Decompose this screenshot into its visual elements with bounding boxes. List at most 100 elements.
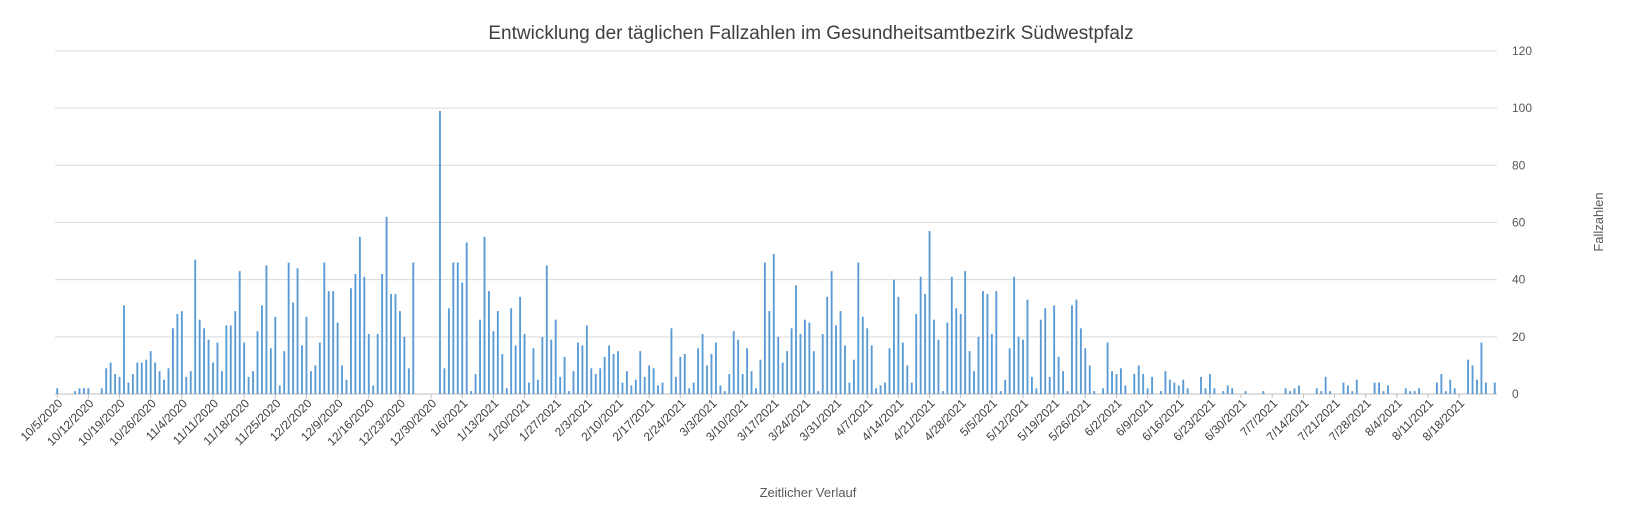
bar: [1177, 385, 1180, 394]
bar: [523, 333, 526, 394]
bar: [1030, 376, 1033, 394]
bar: [341, 365, 343, 394]
bar: [1079, 328, 1082, 394]
bar: [314, 365, 317, 394]
bar: [345, 379, 348, 394]
bar: [870, 345, 873, 394]
bar: [924, 293, 927, 394]
bar: [87, 388, 90, 394]
bar: [265, 265, 268, 395]
bar: [955, 308, 958, 394]
bar: [127, 382, 130, 394]
bar: [848, 382, 851, 394]
bar: [964, 271, 967, 394]
bar: [852, 359, 855, 394]
bar: [844, 345, 846, 394]
bar: [367, 333, 370, 394]
bar: [621, 382, 624, 394]
bar: [719, 385, 722, 394]
bar: [1026, 299, 1029, 394]
bar: [1355, 379, 1358, 394]
gridlines: [55, 50, 1497, 395]
bar: [999, 391, 1002, 394]
bar: [1453, 388, 1456, 394]
bar: [590, 368, 593, 394]
chart-title: Entwicklung der täglichen Fallzahlen im …: [488, 23, 1133, 44]
bar: [439, 111, 441, 394]
bar: [1119, 368, 1122, 394]
bar: [1168, 379, 1171, 394]
bar: [826, 296, 829, 394]
bar: [679, 356, 682, 394]
bar: [145, 359, 148, 394]
bar: [706, 365, 708, 394]
bar: [176, 313, 179, 394]
bar: [634, 379, 637, 394]
bar: [492, 331, 495, 394]
bar: [959, 313, 962, 394]
bar: [327, 291, 330, 394]
bar: [136, 362, 139, 394]
y-tick-label: 120: [1512, 44, 1532, 58]
bar: [732, 331, 735, 394]
bar: [1035, 388, 1038, 394]
bar: [82, 388, 85, 394]
bar: [528, 382, 530, 394]
bar: [536, 379, 539, 394]
bar: [292, 302, 295, 394]
bar: [385, 216, 388, 394]
bar: [225, 325, 228, 394]
bar: [1471, 365, 1474, 394]
bar: [1418, 388, 1421, 394]
bar: [1476, 379, 1478, 394]
bar: [786, 351, 789, 395]
bar: [897, 296, 900, 394]
bar: [906, 365, 909, 394]
bar: [336, 322, 339, 394]
bar: [456, 262, 459, 394]
bar: [318, 342, 321, 394]
bar: [1013, 276, 1016, 394]
bar: [817, 391, 820, 394]
bar: [946, 322, 949, 394]
y-tick-label: 100: [1512, 101, 1532, 115]
bar: [723, 391, 726, 394]
bar: [977, 336, 980, 394]
bar: [488, 291, 490, 394]
bar: [1480, 342, 1483, 394]
bar: [1084, 348, 1087, 394]
bar: [1093, 391, 1096, 394]
bar: [657, 385, 659, 394]
bar: [919, 276, 922, 394]
bar: [915, 313, 918, 394]
bar: [808, 322, 811, 394]
bar: [514, 345, 517, 394]
bar: [1244, 391, 1247, 394]
bar: [1106, 342, 1109, 394]
bar: [332, 291, 335, 394]
bar: [795, 285, 797, 394]
bar: [755, 388, 757, 394]
y-axis-ticks: 0 20 40 60 80 100 120: [1512, 44, 1532, 401]
bar: [229, 325, 232, 394]
bar: [194, 259, 197, 394]
bar: [759, 359, 762, 394]
bar: [652, 368, 655, 394]
bar: [363, 276, 366, 394]
bar: [287, 262, 290, 394]
bar: [496, 311, 499, 394]
bar: [172, 328, 174, 394]
bar: [376, 333, 379, 394]
bar: [661, 382, 664, 394]
bar: [688, 388, 691, 394]
bar: [617, 351, 619, 395]
bar: [274, 316, 277, 394]
bar: [1137, 365, 1140, 394]
bar: [1173, 382, 1176, 394]
bar: [238, 271, 241, 394]
bar: [1151, 376, 1154, 394]
bar: [234, 311, 237, 394]
y-tick-label: 40: [1512, 273, 1526, 287]
bar: [577, 342, 579, 394]
